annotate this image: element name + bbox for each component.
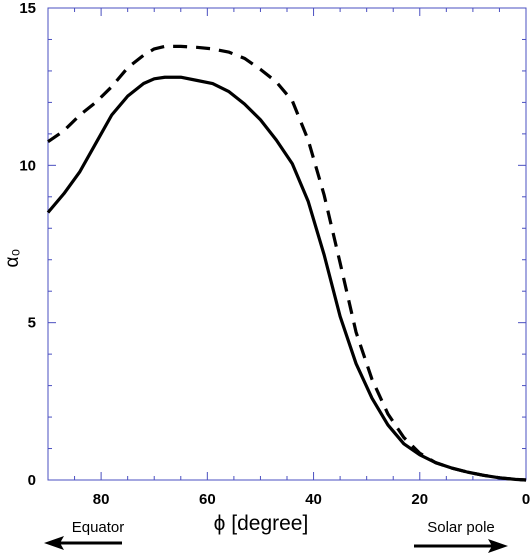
x-tick-label: 0 xyxy=(522,491,530,508)
series-layer xyxy=(46,44,527,482)
annotation-solar-pole: Solar pole xyxy=(427,519,495,536)
y-tick-label: 15 xyxy=(19,0,36,17)
ticks-layer xyxy=(47,7,527,481)
x-axis-label: ϕ [degree] xyxy=(214,512,309,535)
x-tick-label: 60 xyxy=(199,491,216,508)
x-tick-label: 40 xyxy=(305,491,322,508)
series-line-dashed xyxy=(47,44,527,482)
arrow-right-icon xyxy=(414,539,508,553)
labels-layer: 80 60 40 20 0 0 5 10 15 xyxy=(19,0,530,508)
y-tick-label: 5 xyxy=(28,315,36,332)
x-tick-label: 20 xyxy=(411,491,428,508)
annotation-equator: Equator xyxy=(72,519,125,536)
y-tick-label: 10 xyxy=(19,157,36,174)
series-line-solid xyxy=(46,75,527,482)
arrow-left-icon xyxy=(44,536,122,550)
y-tick-label: 0 xyxy=(28,472,36,489)
x-tick-label: 80 xyxy=(93,491,110,508)
y-axis-label: α₀ xyxy=(2,249,23,268)
